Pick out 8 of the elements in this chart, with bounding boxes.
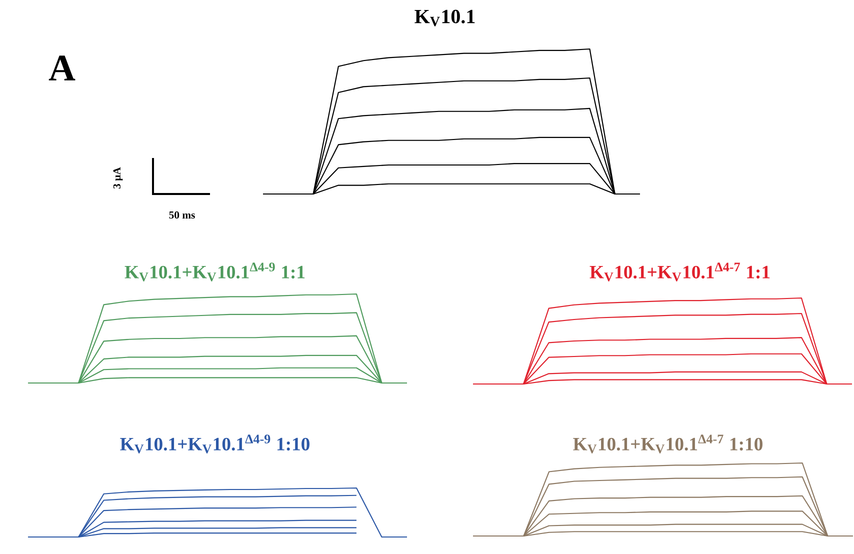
text: 3 µA bbox=[113, 167, 123, 189]
chart-title: K$_{V}$10.1+K$_{V}$10.1$^{Δ4-7}$ 1:1 bbox=[590, 262, 770, 282]
text: A bbox=[48, 56, 76, 80]
text: 50 ms bbox=[169, 211, 195, 219]
chart-title: K$_{V}$10.1+K$_{V}$10.1$^{Δ4-9}$ 1:1 bbox=[124, 262, 305, 282]
chart-title: K$_{V}$10.1+K$_{V}$10.1$^{Δ4-9}$ 1:10 bbox=[120, 434, 310, 454]
chart-title: K$_{V}$10.1+K$_{V}$10.1$^{Δ4-7}$ 1:10 bbox=[573, 434, 762, 454]
chart-title: K$_{V}$10.1 bbox=[414, 10, 475, 26]
